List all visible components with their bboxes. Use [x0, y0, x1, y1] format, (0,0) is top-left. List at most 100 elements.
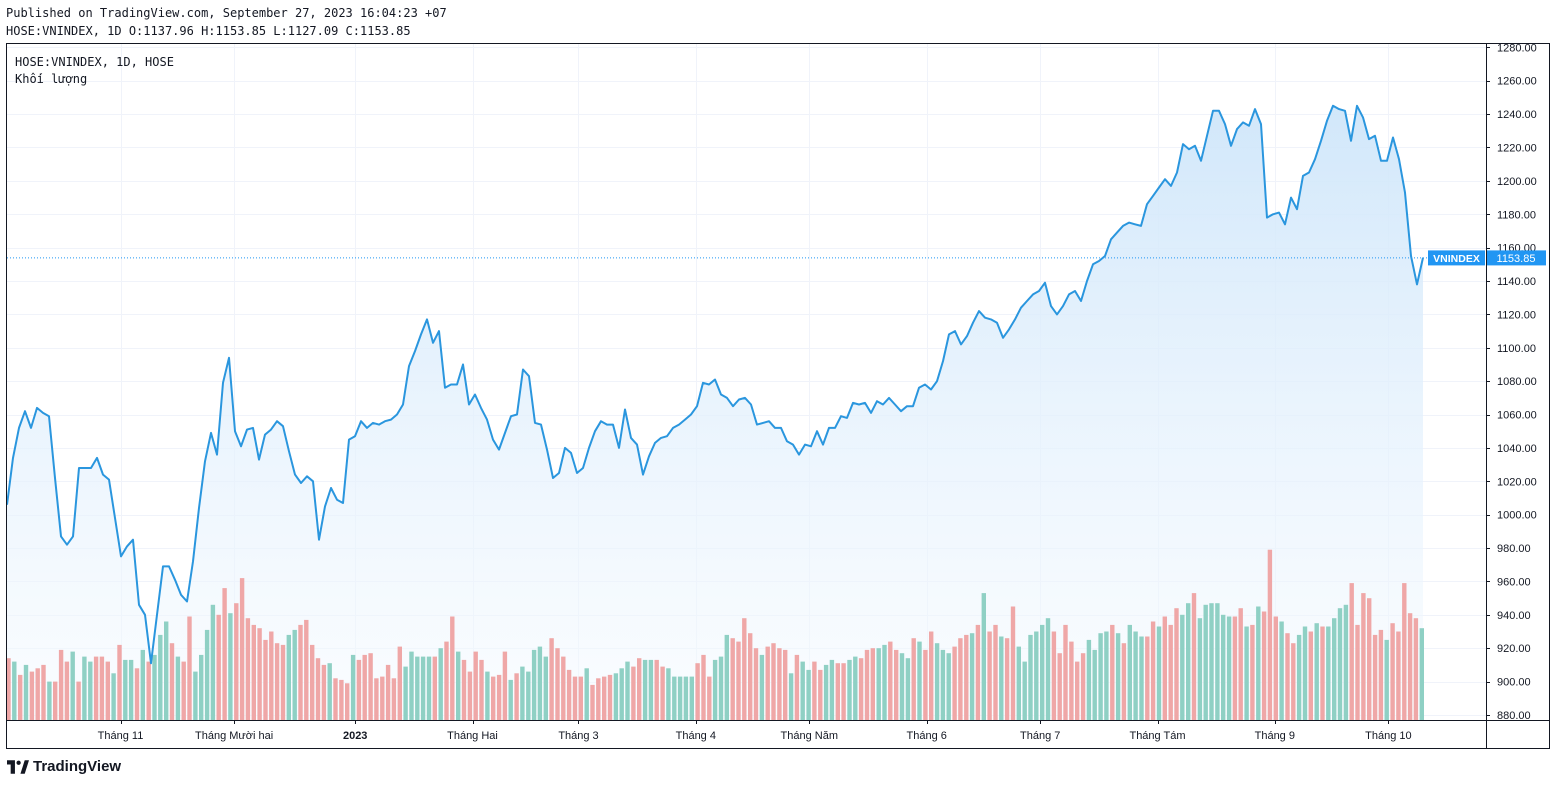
- volume-bar: [625, 661, 630, 720]
- volume-bar: [742, 618, 747, 720]
- volume-bar: [1145, 636, 1150, 720]
- volume-bar: [47, 681, 52, 720]
- volume-bar: [444, 641, 449, 720]
- volume-bar: [467, 671, 473, 720]
- volume-bar: [1127, 624, 1132, 720]
- volume-bar: [298, 624, 303, 720]
- volume-bar: [870, 648, 875, 720]
- volume-bar: [648, 659, 654, 720]
- volume-bar: [864, 649, 870, 720]
- volume-bar: [689, 676, 694, 720]
- volume-bar: [456, 651, 461, 720]
- price-tick-label: 1020.00: [1497, 476, 1537, 488]
- price-tick-label: 940.00: [1497, 610, 1531, 622]
- volume-bar: [391, 678, 397, 720]
- volume-bar: [310, 644, 315, 720]
- volume-bar: [187, 616, 192, 720]
- volume-bar: [204, 629, 210, 720]
- volume-bar: [158, 634, 163, 720]
- volume-bar: [1133, 631, 1138, 720]
- published-info: Published on TradingView.com, September …: [6, 6, 447, 20]
- price-axis[interactable]: 880.00 900.00 920.00 940.00 960.00 980.00 1000…: [1486, 42, 1537, 722]
- volume-bar: [333, 678, 338, 720]
- price-tick-label: 880.00: [1497, 710, 1531, 722]
- volume-bar: [368, 653, 373, 720]
- volume-bar: [1326, 626, 1331, 720]
- volume-bar: [1057, 653, 1062, 720]
- volume-bar: [175, 656, 181, 720]
- volume-bar: [426, 656, 432, 720]
- volume-bar: [1168, 624, 1173, 720]
- volume-bar: [105, 661, 110, 720]
- volume-bar: [12, 661, 17, 720]
- price-tick-label: 1260.00: [1497, 76, 1537, 88]
- volume-bar: [210, 604, 216, 720]
- volume-bar: [1384, 639, 1389, 720]
- volume-bar: [882, 644, 887, 720]
- volume-bar: [1302, 626, 1308, 720]
- volume-bar: [385, 664, 391, 720]
- volume-bar: [473, 651, 478, 720]
- volume-legend: Khối lượng: [15, 72, 88, 86]
- volume-bar: [169, 643, 175, 720]
- price-tick-label: 1140.00: [1497, 276, 1536, 288]
- time-axis[interactable]: Tháng 11 Tháng Mười hai 2023 Tháng Hai Tháng…: [98, 720, 1412, 742]
- volume-bar: [987, 631, 992, 720]
- volume-bar: [514, 673, 519, 720]
- time-tick-label: Tháng 6: [907, 730, 947, 742]
- tradingview-logo[interactable]: TradingView: [7, 758, 121, 775]
- volume-bar: [491, 676, 496, 720]
- volume-bar: [993, 624, 998, 720]
- volume-bar: [1267, 549, 1273, 720]
- volume-bar: [1273, 616, 1278, 720]
- volume-bar: [1045, 618, 1051, 720]
- volume-bar: [718, 656, 724, 720]
- volume-bar: [1396, 631, 1401, 720]
- volume-bar: [350, 654, 356, 720]
- volume-bar: [736, 641, 741, 720]
- volume-bar: [82, 656, 87, 720]
- volume-bar: [847, 659, 852, 720]
- time-tick-label: Tháng 7: [1020, 730, 1060, 742]
- volume-bar: [1407, 613, 1413, 720]
- volume-bar: [1349, 583, 1354, 720]
- volume-bar: [257, 628, 262, 720]
- volume-bar: [677, 676, 683, 720]
- volume-bar: [695, 663, 700, 720]
- volume-bar: [321, 664, 327, 720]
- time-tick-label: Tháng 4: [676, 730, 716, 742]
- volume-bar: [415, 656, 420, 720]
- volume-bar: [619, 668, 624, 720]
- volume-bar: [771, 643, 776, 720]
- time-tick-label: Tháng 11: [98, 730, 144, 742]
- volume-bar: [1174, 608, 1179, 720]
- volume-bar: [1226, 616, 1232, 720]
- volume-bar: [508, 679, 513, 720]
- volume-bar: [666, 668, 671, 720]
- volume-bar: [53, 681, 58, 720]
- price-tick-label: 1180.00: [1497, 209, 1536, 221]
- volume-bar: [1308, 631, 1313, 720]
- volume-bar: [58, 649, 64, 720]
- volume-bar: [835, 663, 840, 720]
- volume-bar: [1186, 603, 1191, 720]
- volume-bar: [1378, 629, 1384, 720]
- volume-bar: [1110, 624, 1115, 720]
- symbol-tag-label: VNINDEX: [1433, 253, 1480, 265]
- volume-bar: [952, 646, 957, 720]
- volume-bar: [1180, 614, 1185, 720]
- volume-bar: [1028, 634, 1033, 720]
- volume-bar: [362, 654, 367, 720]
- volume-bar: [1285, 633, 1290, 720]
- tradingview-logo-icon: [7, 759, 29, 774]
- volume-bar: [1010, 606, 1016, 720]
- volume-bar: [438, 648, 443, 720]
- volume-bar: [1075, 661, 1080, 720]
- volume-bar: [292, 629, 297, 720]
- volume-bar: [905, 658, 911, 720]
- volume-bar: [76, 681, 81, 720]
- volume-bar: [958, 638, 963, 720]
- volume-bar: [602, 676, 607, 720]
- volume-bar: [578, 676, 583, 720]
